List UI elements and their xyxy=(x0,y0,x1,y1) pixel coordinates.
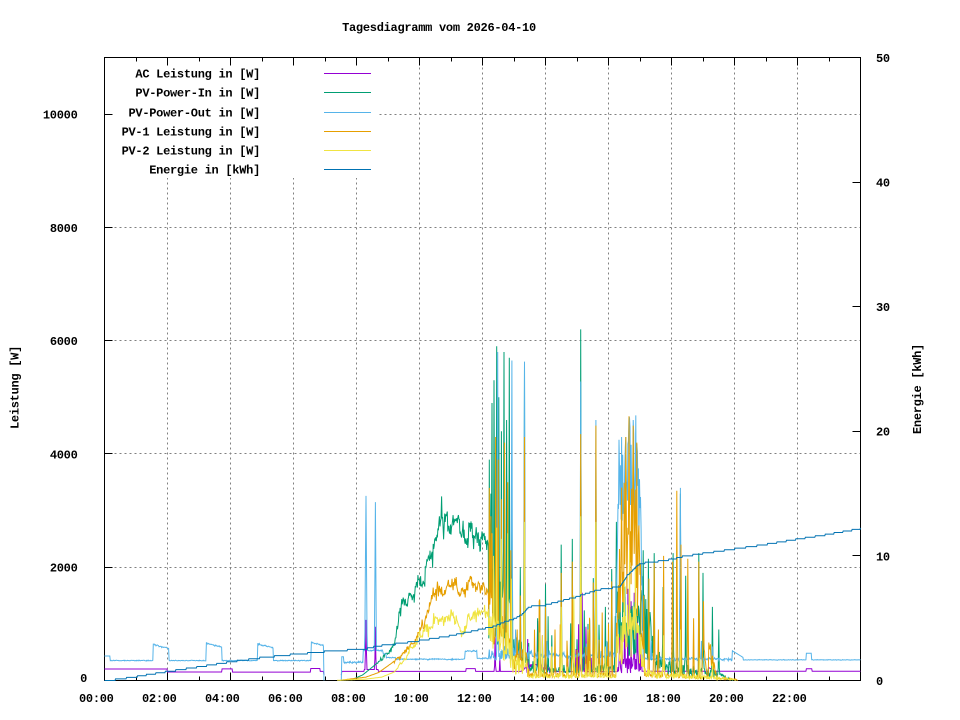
svg-text:10:00: 10:00 xyxy=(394,692,429,706)
svg-text:20:00: 20:00 xyxy=(709,692,744,706)
svg-text:2000: 2000 xyxy=(50,562,78,576)
svg-text:PV-Power-Out in [W]: PV-Power-Out in [W] xyxy=(128,107,260,121)
svg-text:08:00: 08:00 xyxy=(331,692,366,706)
svg-text:PV-Power-In in [W]: PV-Power-In in [W] xyxy=(135,87,260,101)
svg-text:16:00: 16:00 xyxy=(583,692,618,706)
svg-text:04:00: 04:00 xyxy=(205,692,240,706)
svg-text:0: 0 xyxy=(80,672,87,686)
svg-text:Energie in [kWh]: Energie in [kWh] xyxy=(149,164,260,178)
svg-text:22:00: 22:00 xyxy=(772,692,807,706)
svg-text:Energie [kWh]: Energie [kWh] xyxy=(911,344,925,434)
svg-text:30: 30 xyxy=(876,301,890,315)
svg-text:4000: 4000 xyxy=(50,448,78,462)
svg-text:18:00: 18:00 xyxy=(646,692,681,706)
svg-text:8000: 8000 xyxy=(50,222,78,236)
svg-text:02:00: 02:00 xyxy=(142,692,177,706)
svg-text:06:00: 06:00 xyxy=(268,692,303,706)
svg-text:14:00: 14:00 xyxy=(520,692,555,706)
svg-text:10: 10 xyxy=(876,550,890,564)
svg-text:10000: 10000 xyxy=(43,109,78,123)
svg-text:PV-1 Leistung in [W]: PV-1 Leistung in [W] xyxy=(122,126,260,140)
svg-text:20: 20 xyxy=(876,426,890,440)
svg-text:PV-2 Leistung in [W]: PV-2 Leistung in [W] xyxy=(122,145,260,159)
svg-text:12:00: 12:00 xyxy=(457,692,492,706)
svg-text:0: 0 xyxy=(876,675,883,689)
svg-text:AC Leistung in [W]: AC Leistung in [W] xyxy=(135,68,260,82)
svg-text:Leistung [W]: Leistung [W] xyxy=(8,346,22,429)
svg-text:6000: 6000 xyxy=(50,335,78,349)
svg-text:00:00: 00:00 xyxy=(79,692,114,706)
svg-text:40: 40 xyxy=(876,177,890,191)
svg-text:Tagesdiagramm vom 2026-04-10: Tagesdiagramm vom 2026-04-10 xyxy=(342,21,536,35)
svg-text:50: 50 xyxy=(876,52,890,66)
